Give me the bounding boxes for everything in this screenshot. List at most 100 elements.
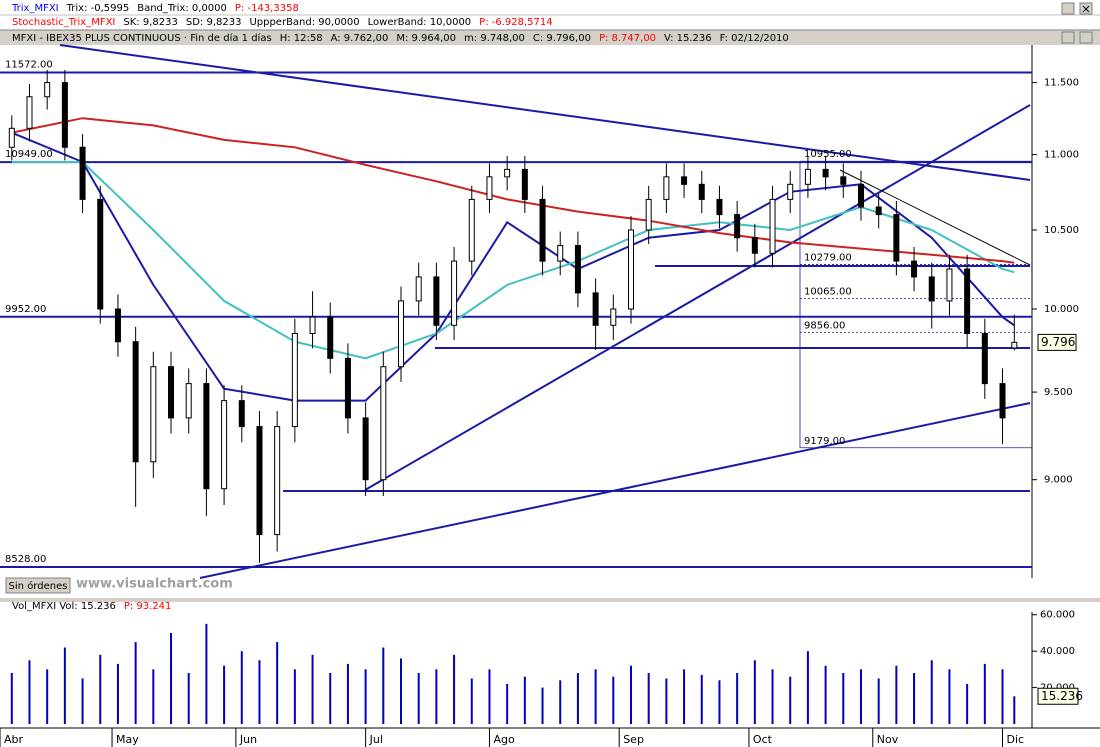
header-field: P: 8.747,00 bbox=[599, 33, 656, 44]
candle-body bbox=[61, 82, 68, 148]
header-field: Vol_MFXI Vol: 15.236 bbox=[12, 601, 116, 612]
header-row: Trix_MFXI Trix: -0,5995 Band_Trix: 0,0000 P… bbox=[11, 3, 299, 14]
volume-bar bbox=[665, 678, 668, 724]
volume-bar bbox=[629, 665, 632, 724]
restore-button[interactable] bbox=[1061, 2, 1075, 15]
volume-bar bbox=[541, 687, 544, 724]
header-field: P: -143,3358 bbox=[235, 3, 299, 14]
volume-bar bbox=[983, 663, 986, 724]
volume-bar bbox=[700, 674, 703, 724]
candle-body bbox=[114, 308, 121, 343]
candle-body bbox=[362, 417, 369, 481]
x-tick-label: Oct bbox=[753, 733, 773, 746]
info-bar bbox=[0, 30, 1100, 45]
x-axis-strip bbox=[0, 729, 1100, 747]
candle-body bbox=[857, 183, 864, 208]
volume-bar bbox=[453, 654, 456, 724]
candle-body bbox=[893, 214, 900, 262]
volume-bar bbox=[152, 669, 155, 724]
volume-bar bbox=[913, 673, 916, 724]
candle-body bbox=[26, 96, 33, 129]
x-tick-label: May bbox=[116, 733, 139, 746]
volume-bar bbox=[806, 651, 809, 724]
candle-body bbox=[645, 198, 652, 231]
volume-bar bbox=[382, 647, 385, 724]
volume-bar bbox=[647, 673, 650, 724]
status-strip bbox=[0, 578, 1100, 600]
x-tick-label: Nov bbox=[877, 733, 899, 746]
y-tick-label: 9.500 bbox=[1044, 387, 1073, 398]
header-field: V: 15.236 bbox=[664, 33, 712, 44]
candle-body bbox=[309, 316, 316, 334]
x-tick-label: Dic bbox=[1007, 733, 1025, 746]
fib-label: 9179.00 bbox=[804, 436, 845, 447]
volume-bar bbox=[859, 669, 862, 724]
volume-bar bbox=[789, 676, 792, 724]
volume-bar bbox=[346, 663, 349, 724]
y-tick-label: 60.000 bbox=[1040, 610, 1075, 621]
level-label: 8528.00 bbox=[5, 554, 46, 565]
candle-body bbox=[398, 300, 405, 368]
volume-bar bbox=[99, 654, 102, 724]
volume-bar bbox=[576, 673, 579, 724]
volume-bar bbox=[170, 632, 173, 724]
y-tick-label: 11.000 bbox=[1044, 150, 1079, 161]
volume-bar bbox=[293, 669, 296, 724]
fib-label: 9856.00 bbox=[804, 320, 845, 331]
y-tick-label: 11.500 bbox=[1044, 78, 1079, 89]
volume-bar bbox=[948, 669, 951, 724]
candle-body bbox=[433, 276, 440, 326]
volume-bar bbox=[223, 665, 226, 724]
volume-bar bbox=[930, 660, 933, 724]
volume-bar bbox=[81, 678, 84, 724]
candle-body bbox=[451, 260, 458, 326]
last-volume-label: 15.236 bbox=[1041, 689, 1083, 703]
y-tick-label: 10.000 bbox=[1044, 304, 1079, 315]
candle-body bbox=[999, 383, 1006, 419]
header-field: m: 9.748,00 bbox=[464, 33, 525, 44]
orders-label: Sin órdenes bbox=[9, 580, 68, 592]
candle-body bbox=[221, 400, 228, 490]
volume-bar bbox=[329, 673, 332, 724]
volume-bar bbox=[63, 647, 66, 724]
candle-body bbox=[592, 292, 599, 326]
candle-body bbox=[911, 260, 918, 278]
window-buttons bbox=[1061, 2, 1093, 44]
price-axis bbox=[1032, 45, 1100, 578]
volume-bar bbox=[506, 683, 509, 724]
volume-bar bbox=[895, 665, 898, 724]
volume-bar bbox=[877, 678, 880, 724]
header-field: LowerBand: 10,0000 bbox=[368, 17, 472, 28]
header-field: F: 02/12/2010 bbox=[720, 33, 789, 44]
candle-body bbox=[504, 168, 511, 178]
candle-body bbox=[1011, 341, 1018, 349]
candle-body bbox=[751, 237, 758, 254]
candle-body bbox=[875, 206, 882, 216]
candle-body bbox=[8, 127, 15, 148]
header-field: MFXI - IBEX35 PLUS CONTINUOUS · Fin de d… bbox=[12, 32, 272, 44]
x-tick-label: Ago bbox=[493, 733, 515, 746]
last-price-label: 9.796 bbox=[1041, 335, 1075, 349]
volume-bar bbox=[966, 683, 969, 724]
volume-bar bbox=[594, 669, 597, 724]
candle-body bbox=[238, 400, 245, 428]
volume-bar bbox=[276, 642, 279, 724]
volume-bar bbox=[824, 665, 827, 724]
trend-line bbox=[839, 169, 1031, 266]
volume-bar bbox=[364, 669, 367, 724]
candle-body bbox=[203, 383, 210, 490]
volume-bar bbox=[10, 673, 13, 724]
candle-body bbox=[822, 168, 829, 178]
header-field: P: -6.928,5714 bbox=[479, 17, 552, 28]
candle-body bbox=[557, 244, 564, 262]
splitter bbox=[0, 598, 1100, 602]
drawing-tools bbox=[59, 44, 1031, 579]
close-button[interactable] bbox=[1079, 31, 1093, 44]
orders-button[interactable] bbox=[5, 577, 71, 594]
candle-body bbox=[627, 229, 634, 310]
last-price-box bbox=[1037, 333, 1077, 351]
candle-body bbox=[716, 198, 723, 216]
candle-body bbox=[663, 176, 670, 200]
restore-button[interactable] bbox=[1061, 31, 1075, 44]
volume-bar bbox=[1001, 669, 1004, 724]
